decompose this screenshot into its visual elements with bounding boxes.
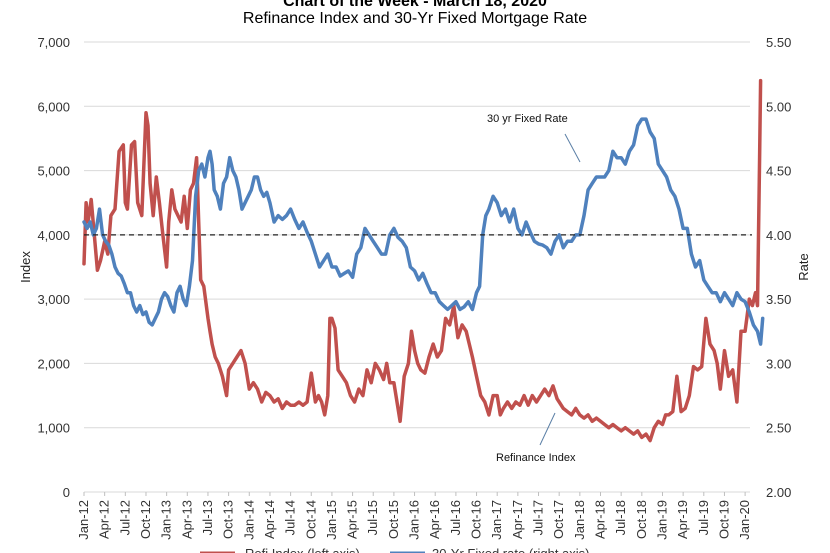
legend: Refi Index (left axis) 30-Yr Fixed rate …: [200, 546, 590, 553]
right-tick-label: 5.00: [766, 99, 791, 114]
x-tick-label: Oct-17: [551, 500, 566, 539]
right-tick-label: 3.50: [766, 292, 791, 307]
x-tick-label: Jan-17: [489, 500, 504, 540]
right-tick-label: 4.50: [766, 164, 791, 179]
x-tick-label: Apr-13: [179, 500, 194, 539]
x-tick-label: Apr-19: [675, 500, 690, 539]
left-tick-label: 6,000: [37, 99, 70, 114]
left-axis-title: Index: [18, 251, 33, 283]
annotation-leader-refi: [539, 412, 556, 446]
left-tick-label: 7,000: [37, 35, 70, 50]
x-tick-label: Jul-12: [117, 500, 132, 535]
right-tick-label: 5.50: [766, 35, 791, 50]
x-tick-label: Oct-18: [634, 500, 649, 539]
series-line-30yr-rate: [82, 117, 765, 346]
x-tick-label: Apr-12: [97, 500, 112, 539]
right-axis-ticks: 2.00 2.50 3.00 3.50 4.00 4.50 5.00 5.50: [766, 35, 791, 500]
x-tick-label: Apr-18: [593, 500, 608, 539]
annotation-rate: 30 yr Fixed Rate: [487, 113, 568, 125]
annotation-refi: Refinance Index: [496, 452, 576, 464]
x-tick-label: Oct-15: [386, 500, 401, 539]
legend-label-refi: Refi Index (left axis): [245, 546, 360, 553]
series-line-refi-index: [82, 78, 763, 443]
right-axis-title: Rate: [796, 253, 811, 280]
x-tick-label: Oct-13: [221, 500, 236, 539]
annotation-leader-rate: [564, 133, 581, 163]
x-tick-label: Jan-18: [572, 500, 587, 540]
x-tick-label: Oct-12: [138, 500, 153, 539]
series-group: [82, 78, 765, 443]
x-axis-ticks: Jan-12 Apr-12 Jul-12 Oct-12 Jan-13 Apr-13 Jul-…: [76, 492, 752, 540]
x-tick-label: Jan-16: [407, 500, 422, 540]
x-tick-label: Jan-13: [159, 500, 174, 540]
legend-label-rate: 30-Yr Fixed rate (right axis): [432, 546, 590, 553]
right-tick-label: 2.00: [766, 485, 791, 500]
x-tick-label: Jul-18: [613, 500, 628, 535]
x-tick-label: Jul-16: [448, 500, 463, 535]
x-tick-label: Oct-14: [303, 500, 318, 539]
x-tick-label: Oct-19: [716, 500, 731, 539]
right-tick-label: 4.00: [766, 228, 791, 243]
x-tick-label: Jan-20: [737, 500, 752, 540]
chart-title: Chart of the Week - March 18, 2020: [283, 0, 547, 10]
left-tick-label: 3,000: [37, 292, 70, 307]
x-tick-label: Apr-16: [427, 500, 442, 539]
right-tick-label: 2.50: [766, 421, 791, 436]
x-tick-label: Jul-19: [696, 500, 711, 535]
left-tick-label: 2,000: [37, 356, 70, 371]
left-axis-ticks: 0 1,000 2,000 3,000 4,000 5,000 6,000 7,000: [37, 35, 70, 500]
x-tick-label: Apr-14: [262, 500, 277, 539]
x-tick-label: Apr-15: [345, 500, 360, 539]
x-tick-label: Oct-16: [469, 500, 484, 539]
x-tick-label: Jul-15: [365, 500, 380, 535]
left-tick-label: 4,000: [37, 228, 70, 243]
x-tick-label: Apr-17: [510, 500, 525, 539]
x-tick-label: Jan-19: [654, 500, 669, 540]
left-tick-label: 0: [63, 485, 70, 500]
x-tick-label: Jul-17: [531, 500, 546, 535]
x-tick-label: Jul-13: [200, 500, 215, 535]
x-tick-label: Jan-12: [76, 500, 91, 540]
right-tick-label: 3.00: [766, 356, 791, 371]
left-tick-label: 1,000: [37, 421, 70, 436]
left-tick-label: 5,000: [37, 164, 70, 179]
x-tick-label: Jan-15: [324, 500, 339, 540]
x-tick-label: Jul-14: [283, 500, 298, 535]
x-tick-label: Jan-14: [241, 500, 256, 540]
chart-subtitle: Refinance Index and 30-Yr Fixed Mortgage…: [243, 10, 587, 27]
gridlines: [84, 41, 750, 493]
